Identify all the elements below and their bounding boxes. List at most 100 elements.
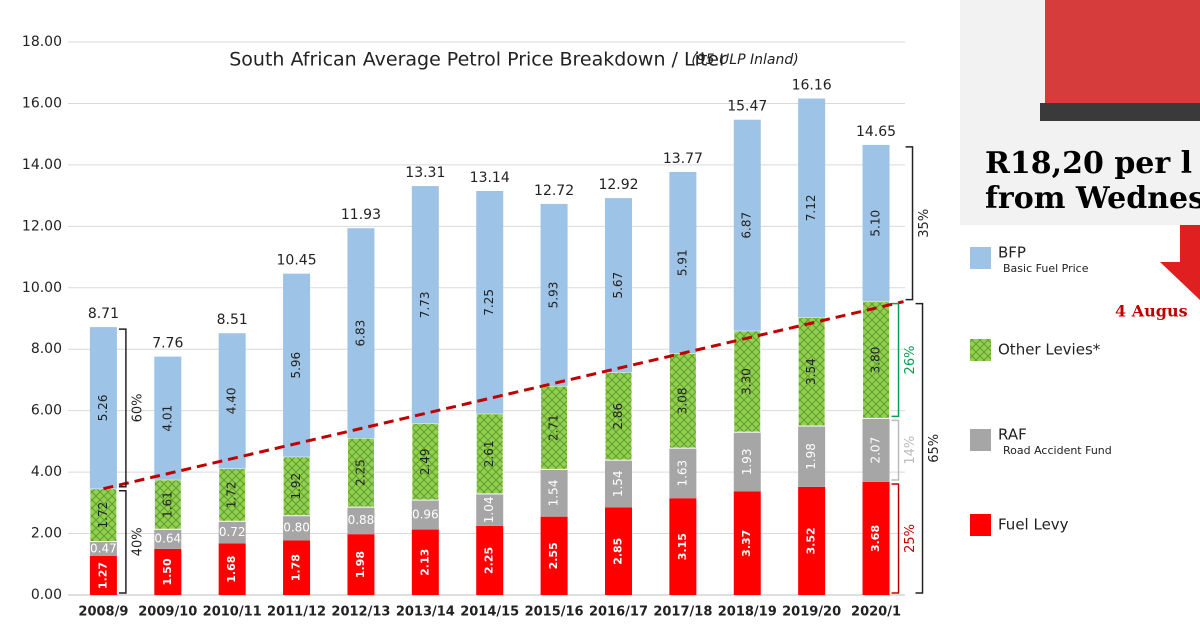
bar-segment [604, 507, 632, 595]
data-label: 1.92 [289, 473, 303, 500]
bar-segment [540, 385, 569, 470]
data-label: 2.25 [353, 459, 367, 486]
x-tick-label: 2012/13 [331, 605, 390, 620]
data-label: 1.68 [225, 556, 238, 583]
bar-segment [669, 448, 697, 499]
data-label: 3.68 [869, 525, 882, 552]
bracket [118, 489, 127, 594]
bar-segment [411, 529, 439, 595]
data-label: 0.96 [412, 507, 439, 521]
data-label: 1.93 [740, 448, 754, 475]
data-label: 0.88 [348, 513, 375, 527]
legend-label: RAF [998, 426, 1027, 444]
bar-segment [668, 353, 697, 449]
bar-segment [733, 330, 762, 433]
x-tick-label: 2018/19 [718, 605, 777, 620]
x-tick-label: 2015/16 [525, 605, 584, 620]
data-label: 5.10 [869, 210, 883, 237]
bar-segment [283, 515, 311, 541]
bar-segment [669, 498, 697, 595]
bar-segment [733, 491, 761, 595]
bracket [891, 483, 900, 594]
bar-segment [218, 543, 246, 595]
bar-segment [89, 327, 117, 489]
bar-segment [154, 548, 182, 595]
data-label: 1.50 [161, 558, 174, 585]
data-label: 6.87 [740, 212, 754, 239]
y-tick-label: 8.00 [31, 341, 62, 357]
bar-segment [154, 356, 182, 480]
bar-segment [411, 500, 439, 530]
total-label: 13.14 [470, 170, 510, 186]
data-label: 7.73 [418, 291, 432, 318]
y-tick-label: 16.00 [22, 95, 62, 111]
data-label: 6.83 [353, 320, 367, 347]
data-label: 1.63 [675, 460, 689, 487]
bar-segment [798, 486, 826, 595]
total-label: 14.65 [856, 124, 896, 140]
bracket [891, 302, 900, 418]
y-tick-label: 6.00 [31, 403, 62, 419]
data-label: 1.72 [96, 502, 110, 529]
bracket-label: 40% [130, 527, 145, 556]
banner-line2: from Wednes [985, 181, 1200, 216]
data-label: 1.04 [482, 497, 496, 524]
data-label: 2.07 [869, 437, 883, 464]
bar-segment [476, 493, 504, 526]
data-label: 7.12 [804, 195, 818, 222]
bar-segment [862, 301, 891, 419]
y-tick-label: 18.00 [22, 34, 62, 50]
bracket-label: 60% [130, 393, 145, 422]
data-label: 3.30 [740, 368, 754, 395]
data-label: 2.86 [611, 403, 625, 430]
total-label: 13.77 [663, 151, 703, 167]
data-label: 2.61 [482, 440, 496, 467]
bar-segment [411, 186, 439, 424]
bar-segment [346, 437, 375, 508]
y-tick-label: 12.00 [22, 218, 62, 234]
bar-segment [283, 273, 311, 457]
chart-subtitle: (95 ULP Inland) [691, 52, 798, 68]
trend-line [103, 300, 904, 491]
bar-segment [282, 456, 311, 517]
total-label: 15.47 [727, 99, 767, 115]
data-label: 3.54 [804, 358, 818, 385]
legend-label: BFP [998, 244, 1026, 262]
data-label: 5.67 [611, 272, 625, 299]
bar-segment [89, 488, 118, 543]
bar-segment [540, 516, 568, 595]
banner-line1: R18,20 per l [985, 146, 1192, 181]
bar-segment [476, 191, 504, 414]
bar-segment [797, 316, 826, 427]
bar-segment [476, 525, 504, 595]
banner-base [1040, 103, 1200, 121]
total-label: 12.72 [534, 183, 574, 199]
data-label: 0.80 [283, 521, 310, 535]
data-label: 3.15 [676, 533, 689, 560]
y-tick-label: 2.00 [31, 526, 62, 542]
bracket-label: 14% [903, 436, 918, 465]
data-label: 1.54 [547, 480, 561, 507]
x-tick-label: 2014/15 [460, 605, 519, 620]
bar-segment [218, 467, 247, 522]
y-tick-label: 0.00 [31, 587, 62, 603]
data-label: 4.01 [160, 405, 174, 432]
data-label: 2.25 [483, 547, 496, 574]
bracket-label: 26% [903, 346, 918, 375]
legend-swatch [970, 339, 991, 361]
bar-segment [862, 144, 890, 302]
data-label: 2.71 [547, 414, 561, 441]
bar-segment [862, 418, 890, 482]
bracket-label: 65% [927, 434, 942, 463]
bar-segment [411, 423, 440, 501]
bracket-label: 35% [917, 209, 932, 238]
data-label: 5.91 [675, 249, 689, 276]
total-label: 7.76 [152, 336, 183, 352]
bar-segment [669, 171, 697, 354]
legend-swatch [970, 514, 991, 536]
x-tick-label: 2013/14 [396, 605, 455, 620]
bar-segment [475, 413, 504, 495]
y-tick-label: 14.00 [22, 157, 62, 173]
data-label: 5.96 [289, 352, 303, 379]
bar-segment [89, 541, 117, 556]
